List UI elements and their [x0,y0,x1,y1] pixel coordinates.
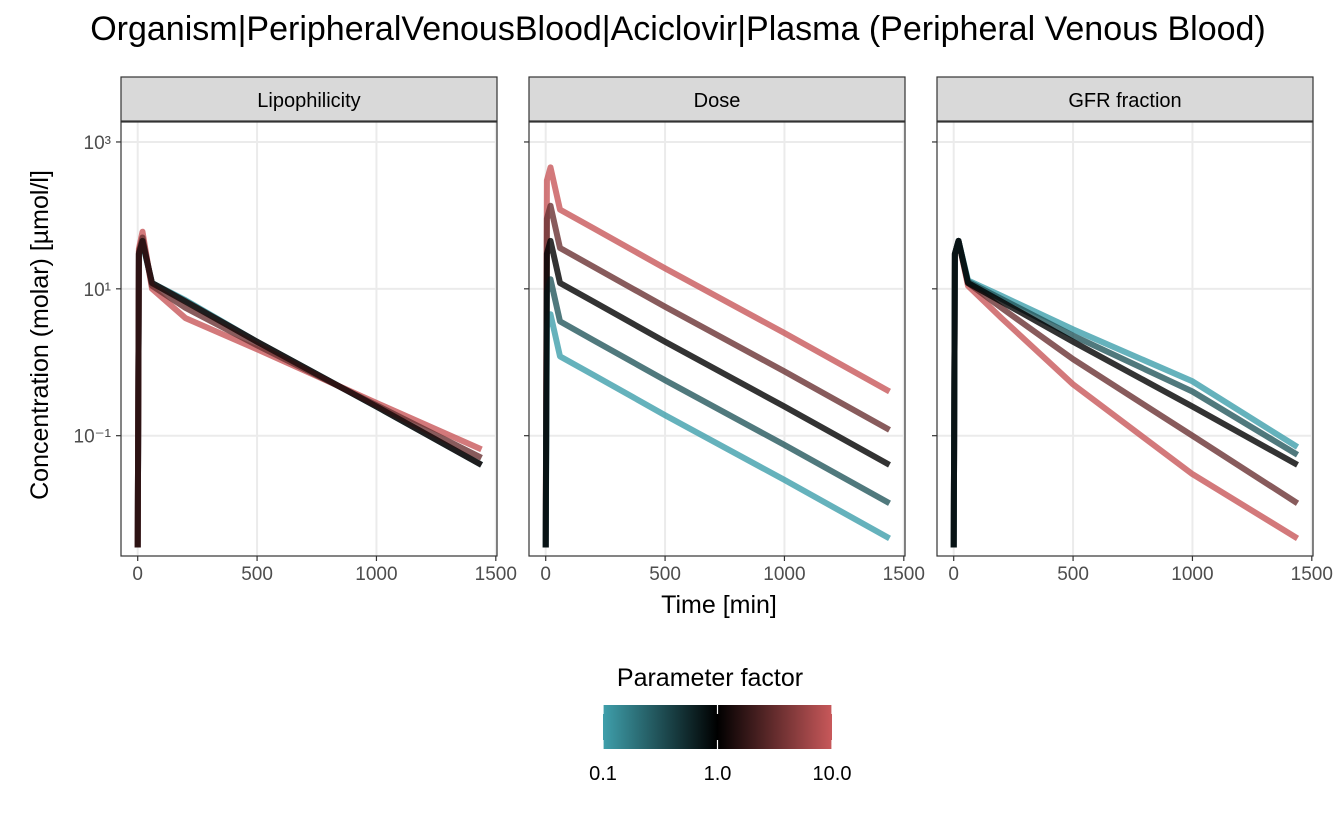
y-axis-label: Concentration (molar) [µmol/l] [26,170,54,500]
panel-border [120,121,498,557]
colorbar-tick-label: 10.0 [813,763,852,785]
x-tick-label: 0 [948,564,959,585]
colorbar-tick-label: 0.1 [589,763,617,785]
y-tick-label: 10¹ [84,280,111,301]
facet-strip [528,76,906,122]
facet-label: Dose [694,90,741,112]
x-tick-label: 1500 [475,564,517,585]
x-tick-label: 500 [241,564,273,585]
facet-strip [120,76,498,122]
facet-label: Lipophilicity [257,90,360,112]
x-tick-label: 1000 [355,564,397,585]
series-group [134,228,483,548]
x-tick-label: 500 [649,564,681,585]
series-group [950,237,1300,548]
x-tick-label: 1500 [1291,564,1333,585]
panel-background [121,122,497,556]
legend-title: Parameter factor [617,664,803,692]
series-line [542,237,891,548]
x-tick-label: 1500 [883,564,925,585]
panel-border [528,121,906,557]
panel-background [937,122,1313,556]
x-axis-label: Time [min] [661,591,777,619]
panel-border [936,121,1314,557]
series-line [134,237,483,548]
y-tick-label: 10³ [84,133,111,154]
x-tick-label: 1000 [763,564,805,585]
colorbar-tick-label: 1.0 [704,763,732,785]
facet-strip [936,76,1314,122]
series-group [542,164,891,548]
chart-title: Organism|PeripheralVenousBlood|Aciclovir… [90,10,1266,48]
series-line [950,237,1299,548]
series-line [542,164,891,548]
facet-label: GFR fraction [1068,90,1181,112]
series-line [542,202,891,548]
x-tick-label: 500 [1057,564,1089,585]
x-tick-label: 0 [540,564,551,585]
x-tick-label: 1000 [1171,564,1213,585]
y-tick-label: 10⁻¹ [74,427,112,448]
x-tick-label: 0 [132,564,143,585]
